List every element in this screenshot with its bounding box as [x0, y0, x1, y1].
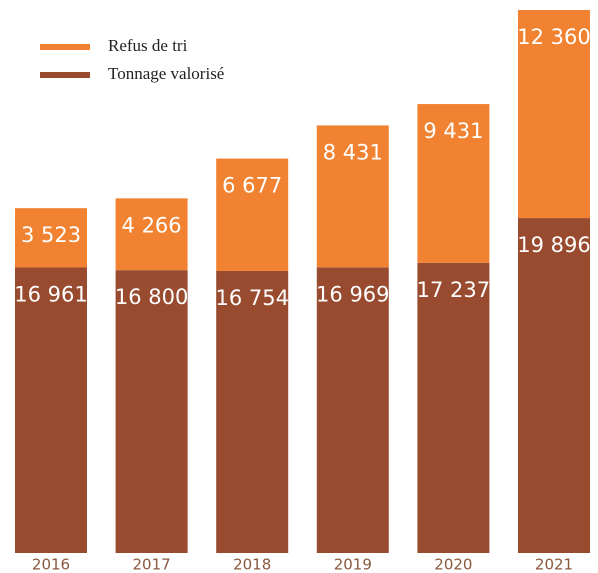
value-label: 16 800: [115, 285, 188, 309]
value-label: 17 237: [417, 278, 490, 302]
bar-segment: [216, 158, 289, 271]
legend-label: Tonnage valorisé: [108, 64, 224, 83]
bar-segment: [15, 267, 87, 553]
legend-label: Refus de tri: [108, 36, 188, 55]
bar-segment: [15, 208, 87, 268]
value-label: 3 523: [21, 223, 81, 247]
x-tick-label: 2020: [434, 556, 472, 573]
bar-segment: [115, 198, 188, 271]
bar-segment: [115, 270, 188, 553]
bar-segment: [518, 10, 590, 219]
bar-segment: [417, 262, 490, 553]
x-tick-label: 2019: [334, 556, 372, 573]
value-label: 4 266: [122, 213, 182, 237]
x-tick-label: 2016: [32, 556, 70, 573]
bar-segment: [417, 104, 490, 263]
value-label: 16 961: [14, 282, 87, 306]
bar-segment: [216, 270, 289, 553]
bar-segment: [518, 218, 590, 553]
x-tick-label: 2021: [535, 556, 573, 573]
value-label: 12 360: [517, 25, 590, 49]
value-label: 16 969: [316, 282, 389, 306]
value-label: 16 754: [215, 286, 288, 310]
bar-segment: [316, 125, 389, 268]
value-label: 6 677: [222, 174, 282, 198]
value-label: 8 431: [323, 140, 383, 164]
x-tick-label: 2017: [133, 556, 171, 573]
value-label: 19 896: [517, 233, 590, 257]
bar-segment: [316, 267, 389, 553]
x-tick-label: 2018: [233, 556, 271, 573]
value-label: 9 431: [423, 119, 483, 143]
